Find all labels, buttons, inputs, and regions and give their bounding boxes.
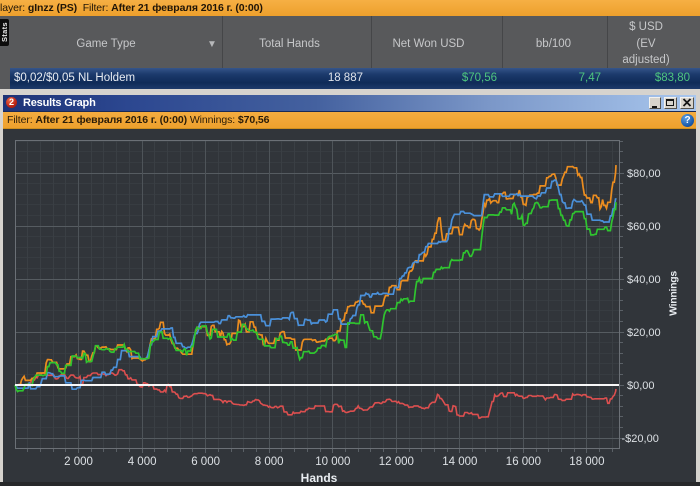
svg-text:14 000: 14 000 [442,456,477,468]
svg-text:6 000: 6 000 [191,456,220,468]
svg-text:18 000: 18 000 [569,456,604,468]
svg-text:$20,00: $20,00 [627,327,661,339]
svg-text:$40,00: $40,00 [627,274,661,286]
svg-text:16 000: 16 000 [506,456,541,468]
svg-text:$60,00: $60,00 [627,221,661,233]
svg-text:$0,00: $0,00 [627,380,655,392]
svg-text:$80,00: $80,00 [627,168,661,180]
svg-text:Winnings: Winnings [668,271,680,316]
svg-text:-$20,00: -$20,00 [622,433,659,445]
svg-text:8 000: 8 000 [255,456,284,468]
svg-text:10 000: 10 000 [315,456,350,468]
svg-text:4 000: 4 000 [128,456,157,468]
svg-text:Hands: Hands [301,471,338,485]
svg-text:12 000: 12 000 [379,456,414,468]
svg-text:2 000: 2 000 [64,456,93,468]
